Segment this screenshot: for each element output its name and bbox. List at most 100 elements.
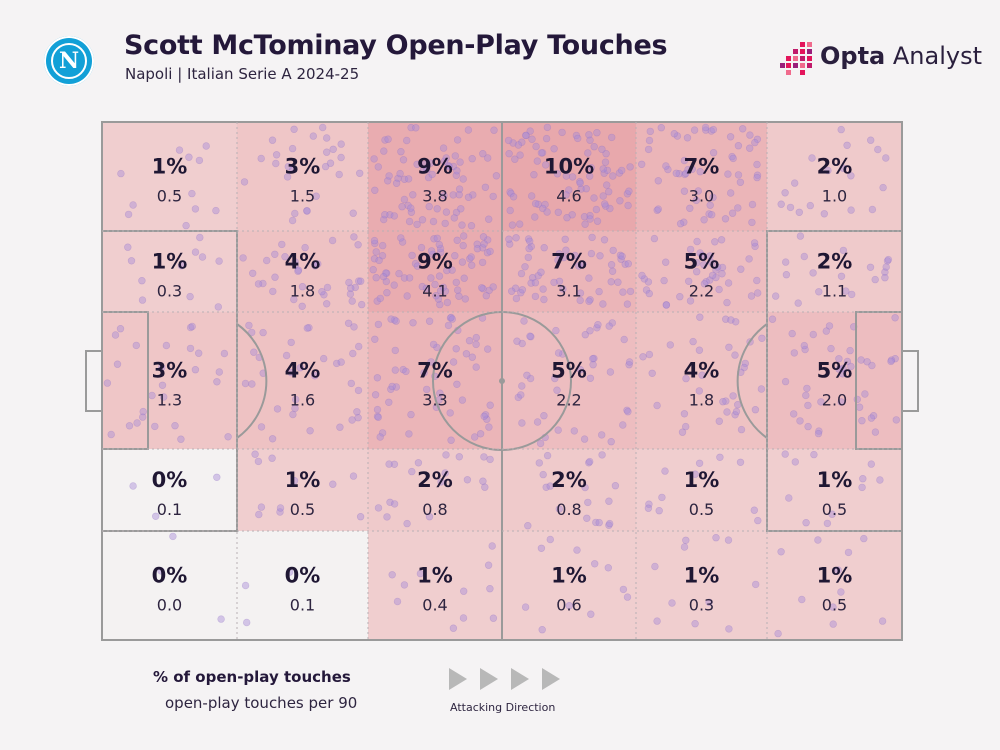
touch-dot (385, 398, 393, 406)
touch-dot (403, 519, 411, 528)
touch-dot (378, 252, 387, 260)
heatmap-cell (636, 231, 767, 312)
touch-dot (858, 483, 866, 492)
touch-dot (585, 172, 594, 180)
cell-per90-label: 2.2 (689, 282, 714, 301)
touch-dot (481, 183, 490, 192)
touch-dot (466, 255, 474, 263)
touch-dot (817, 398, 825, 406)
touch-dot (781, 189, 789, 197)
touch-dot (484, 154, 492, 162)
touch-dot (753, 289, 762, 297)
touch-dot (731, 411, 739, 419)
touch-dot (289, 410, 297, 419)
touch-dot (695, 387, 703, 395)
touch-dot (688, 165, 696, 174)
touch-dot (350, 233, 358, 241)
touch-dot (558, 128, 566, 137)
touch-dot (806, 201, 814, 210)
touch-dot (680, 410, 689, 418)
heatmap-cell (102, 231, 237, 312)
touch-dot (624, 201, 632, 210)
touch-dot (268, 454, 276, 462)
touch-dot (437, 478, 445, 486)
touch-dot (371, 239, 379, 248)
touch-dot (588, 233, 596, 242)
touch-dot (397, 148, 405, 156)
touch-dot (527, 192, 536, 200)
touch-dot (453, 380, 461, 388)
touch-dot (380, 215, 388, 224)
chart-subtitle: Napoli | Italian Serie A 2024-25 (125, 65, 360, 83)
heatmap-cell (767, 531, 902, 640)
touch-dot (837, 125, 845, 134)
touch-dot (554, 256, 562, 264)
touch-dot (326, 159, 335, 167)
cell-percent-label: 7% (551, 250, 587, 274)
touch-dot (349, 349, 357, 358)
touch-dot (512, 234, 520, 242)
touch-dot (215, 257, 223, 265)
touch-dot (408, 251, 416, 260)
touch-dot (490, 126, 498, 134)
touch-dot (869, 412, 878, 420)
touch-dot (392, 317, 400, 325)
cell-percent-label: 1% (684, 468, 720, 492)
touch-dot (560, 253, 568, 262)
touch-dot (707, 127, 715, 135)
touch-dot (212, 206, 220, 215)
touch-dot (373, 297, 381, 305)
touch-dot (103, 379, 112, 387)
touch-dot (878, 617, 887, 625)
touch-dot (346, 290, 355, 298)
touch-dot (698, 251, 706, 260)
touch-dot (420, 165, 428, 174)
touch-dot (375, 256, 383, 265)
touch-dot (440, 157, 449, 165)
touch-dot (376, 294, 384, 303)
touch-dot (861, 390, 869, 398)
touch-dot (694, 187, 702, 195)
touch-dot (472, 363, 480, 371)
touch-dot (305, 324, 313, 332)
touch-dot (241, 581, 250, 590)
touch-dot (284, 162, 292, 171)
touch-dot (809, 269, 817, 277)
touch-dot (312, 192, 320, 200)
touch-dot (436, 389, 444, 397)
touch-dot (177, 435, 185, 443)
touch-dot (292, 395, 300, 404)
touch-dot (748, 218, 756, 227)
touch-dot (781, 377, 790, 386)
touch-dot (354, 386, 363, 395)
touch-dot (684, 277, 693, 285)
touch-dot (407, 208, 416, 216)
touch-dot (400, 195, 409, 204)
touch-dot (774, 629, 782, 638)
touch-dot (592, 205, 601, 214)
touch-dot (525, 244, 533, 253)
touch-dot (333, 359, 341, 368)
touch-dot (435, 272, 444, 280)
touch-dot (411, 259, 420, 268)
touch-dot (441, 287, 450, 295)
brand-light: Analyst (885, 42, 982, 70)
touch-dot (712, 266, 720, 274)
touch-dot (891, 314, 899, 322)
touch-dot (839, 364, 847, 373)
touch-dot (195, 349, 203, 357)
cell-percent-label: 3% (152, 359, 188, 383)
touch-dot (442, 451, 450, 459)
cell-percent-label: 4% (684, 359, 720, 383)
touch-dot (287, 368, 295, 377)
touch-dot (550, 278, 558, 287)
touch-dot (423, 166, 431, 174)
touch-dot (791, 458, 799, 466)
touch-dot (740, 363, 748, 372)
touch-dot (584, 149, 592, 157)
touch-dot (727, 316, 735, 324)
touch-dot (526, 332, 534, 340)
touch-dot (271, 273, 279, 281)
touch-dot (447, 313, 455, 322)
touch-dot (892, 416, 900, 424)
